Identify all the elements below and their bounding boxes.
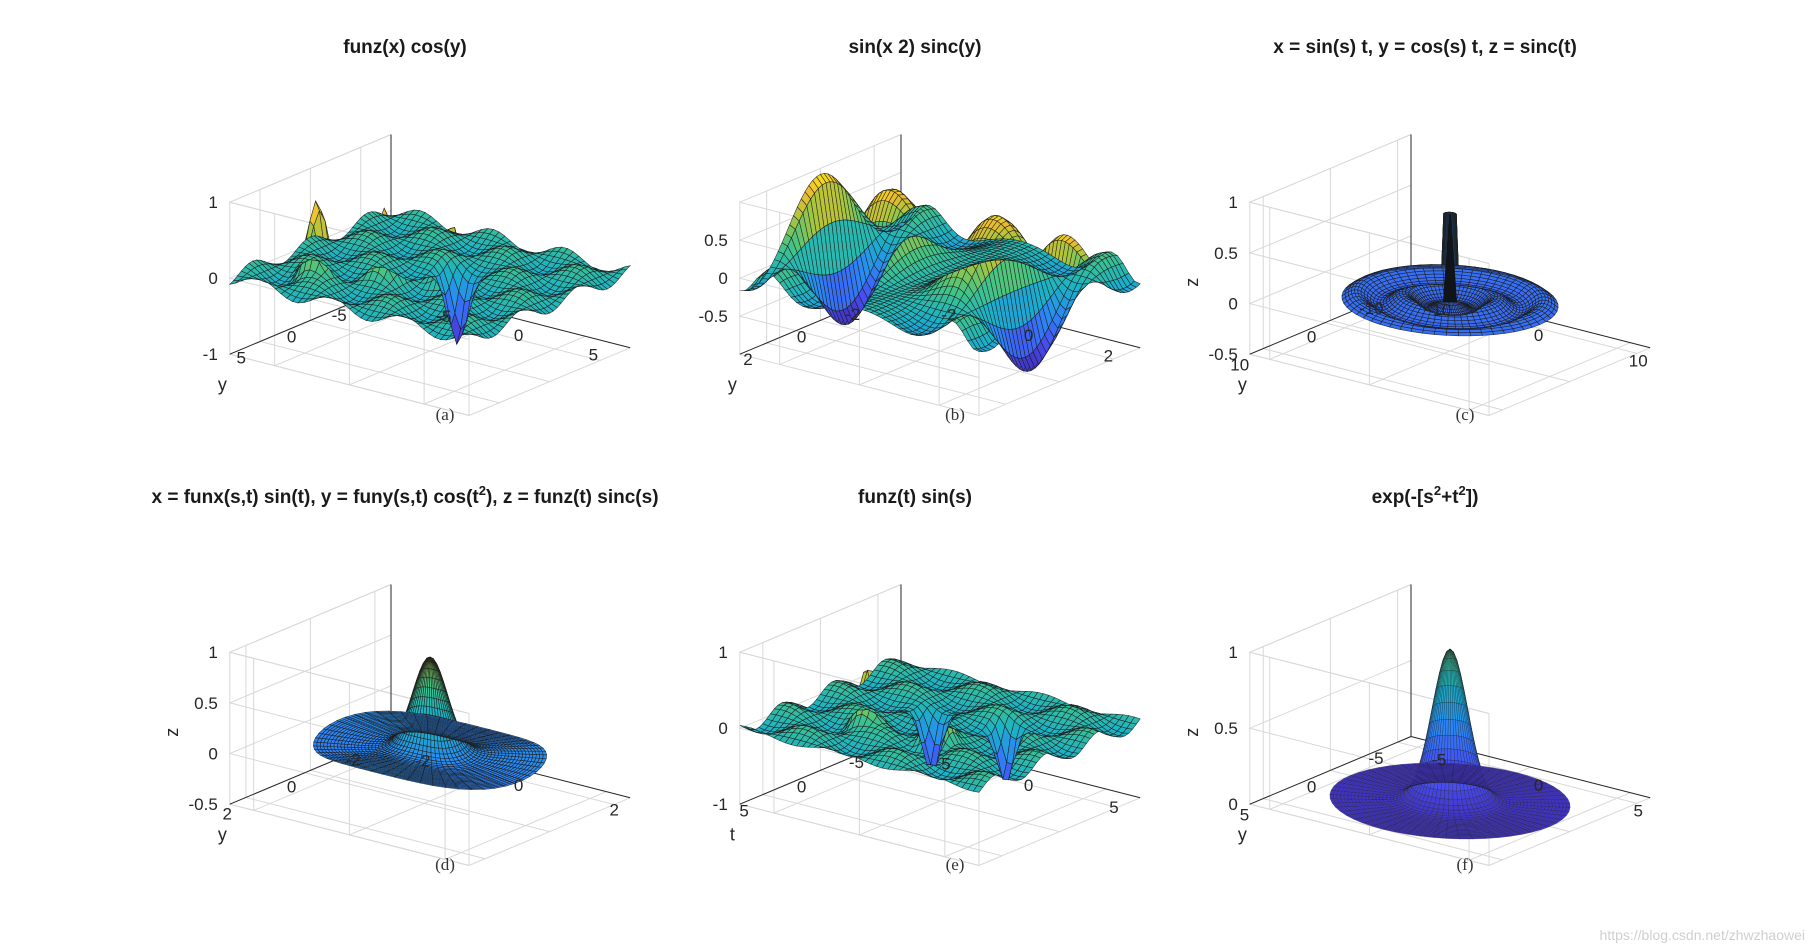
z-tick-label: 0	[718, 269, 727, 288]
z-tick-label: 0	[208, 269, 217, 288]
surface-patch	[1447, 320, 1456, 325]
z-tick-label: 0.5	[704, 231, 728, 250]
subplot-a: 1 0 -1 -5 0 5 5 0 -5 y funz(x) cos(y) (a)	[203, 37, 632, 424]
x-tick-label: -5	[436, 307, 451, 326]
title-segment: funz(x) cos(y)	[343, 37, 467, 58]
surface-patch	[1458, 332, 1472, 337]
y-tick-label: 0	[797, 327, 806, 346]
surface-patch	[1454, 323, 1464, 328]
y-tick-label: -5	[332, 306, 347, 325]
y-tick-label: 0	[287, 327, 296, 346]
x-tick-label: -2	[941, 306, 956, 325]
y-tick-label: 5	[237, 349, 246, 368]
x-tick-label: 2	[1104, 347, 1113, 366]
surface-patch	[1461, 320, 1470, 325]
surface-patch	[1454, 320, 1463, 325]
x-tick-label: 0	[1024, 326, 1033, 345]
title-segment: sin(x 2) sinc(y)	[848, 37, 981, 58]
surface-mesh	[228, 200, 632, 346]
y-axis-label: y	[218, 374, 227, 394]
y-tick-label: -2	[845, 305, 860, 324]
z-tick-label: -0.5	[699, 307, 728, 326]
z-tick-label: -1	[203, 345, 218, 364]
x-tick-label: 5	[589, 345, 598, 364]
subplot-b: 0.5 0 -0.5 -2 0 2 2 0 -2 y sin(x 2) sinc(y) (b)	[699, 37, 1141, 424]
subplot-caption: (a)	[436, 405, 455, 424]
chart-title: funz(x) cos(y)	[343, 37, 467, 58]
subplot-grid: 1 0 -1 -5 0 5 5 0 -5 y funz(x) cos(y) (a) 0.5 0 -0.5 -2…	[151, 37, 1651, 874]
z-tick-label: 1	[208, 193, 217, 212]
surface-patch	[1454, 316, 1462, 321]
surface-patch	[1457, 329, 1471, 333]
chart-title: sin(x 2) sinc(y)	[848, 37, 981, 58]
y-tick-label: 2	[743, 350, 752, 369]
x-tick-label: 0	[514, 326, 523, 345]
y-axis-label: y	[728, 374, 737, 394]
subplot-caption: (b)	[945, 405, 965, 424]
